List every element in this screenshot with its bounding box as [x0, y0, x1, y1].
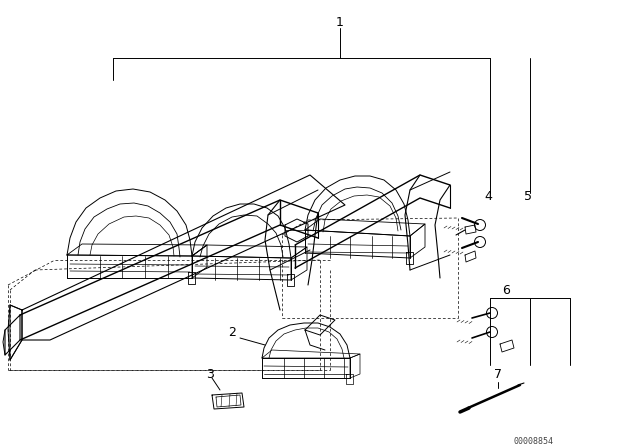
Text: 6: 6 [502, 284, 510, 297]
Text: 5: 5 [524, 190, 532, 202]
Text: 2: 2 [228, 327, 236, 340]
Text: 4: 4 [484, 190, 492, 202]
Text: 3: 3 [206, 369, 214, 382]
Text: 7: 7 [494, 369, 502, 382]
Text: 1: 1 [336, 16, 344, 29]
Text: 00008854: 00008854 [513, 438, 553, 447]
